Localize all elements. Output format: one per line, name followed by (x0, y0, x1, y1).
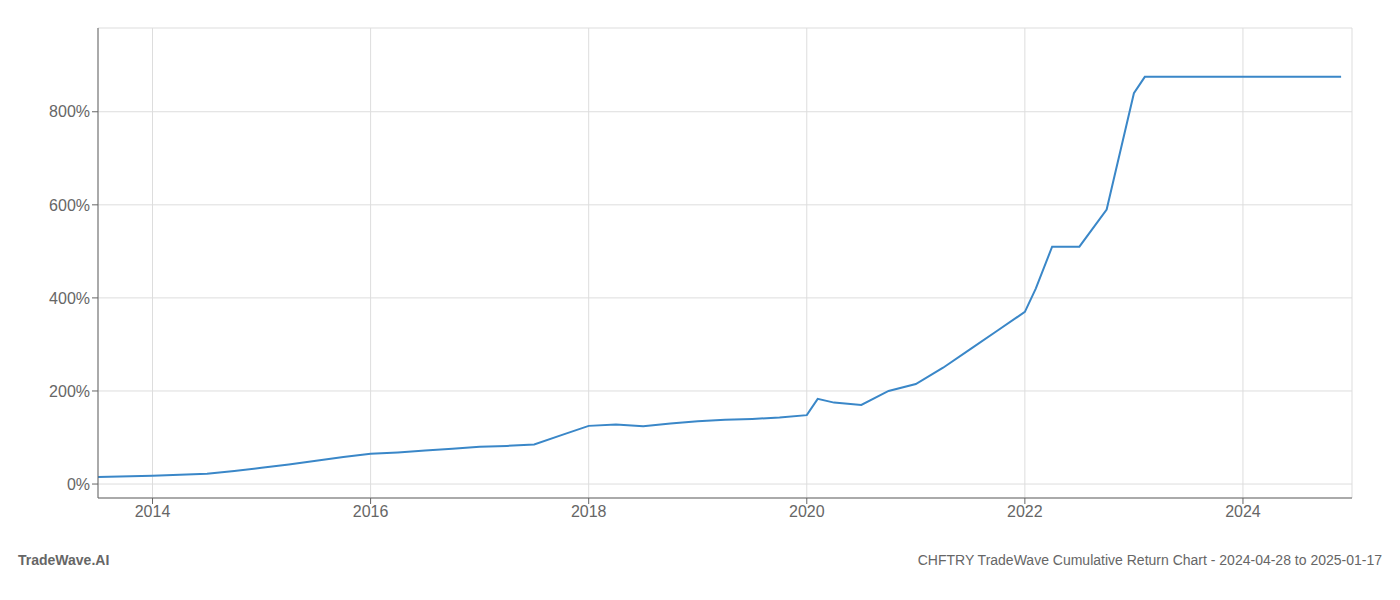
svg-text:2016: 2016 (353, 503, 389, 520)
html-text:TradeWave.AI: TradeWave.AI (18, 552, 110, 568)
svg-text:2014: 2014 (135, 503, 171, 520)
svg-text:800%: 800% (49, 103, 90, 120)
svg-text:2022: 2022 (1007, 503, 1043, 520)
svg-text:2020: 2020 (789, 503, 825, 520)
html-text:CHFTRY TradeWave Cumulative Re: CHFTRY TradeWave Cumulative Return Chart… (917, 552, 1382, 568)
svg-text:200%: 200% (49, 383, 90, 400)
svg-text:400%: 400% (49, 290, 90, 307)
svg-text:2024: 2024 (1225, 503, 1261, 520)
svg-text:2018: 2018 (571, 503, 607, 520)
svg-text:0%: 0% (67, 476, 90, 493)
svg-text:600%: 600% (49, 197, 90, 214)
